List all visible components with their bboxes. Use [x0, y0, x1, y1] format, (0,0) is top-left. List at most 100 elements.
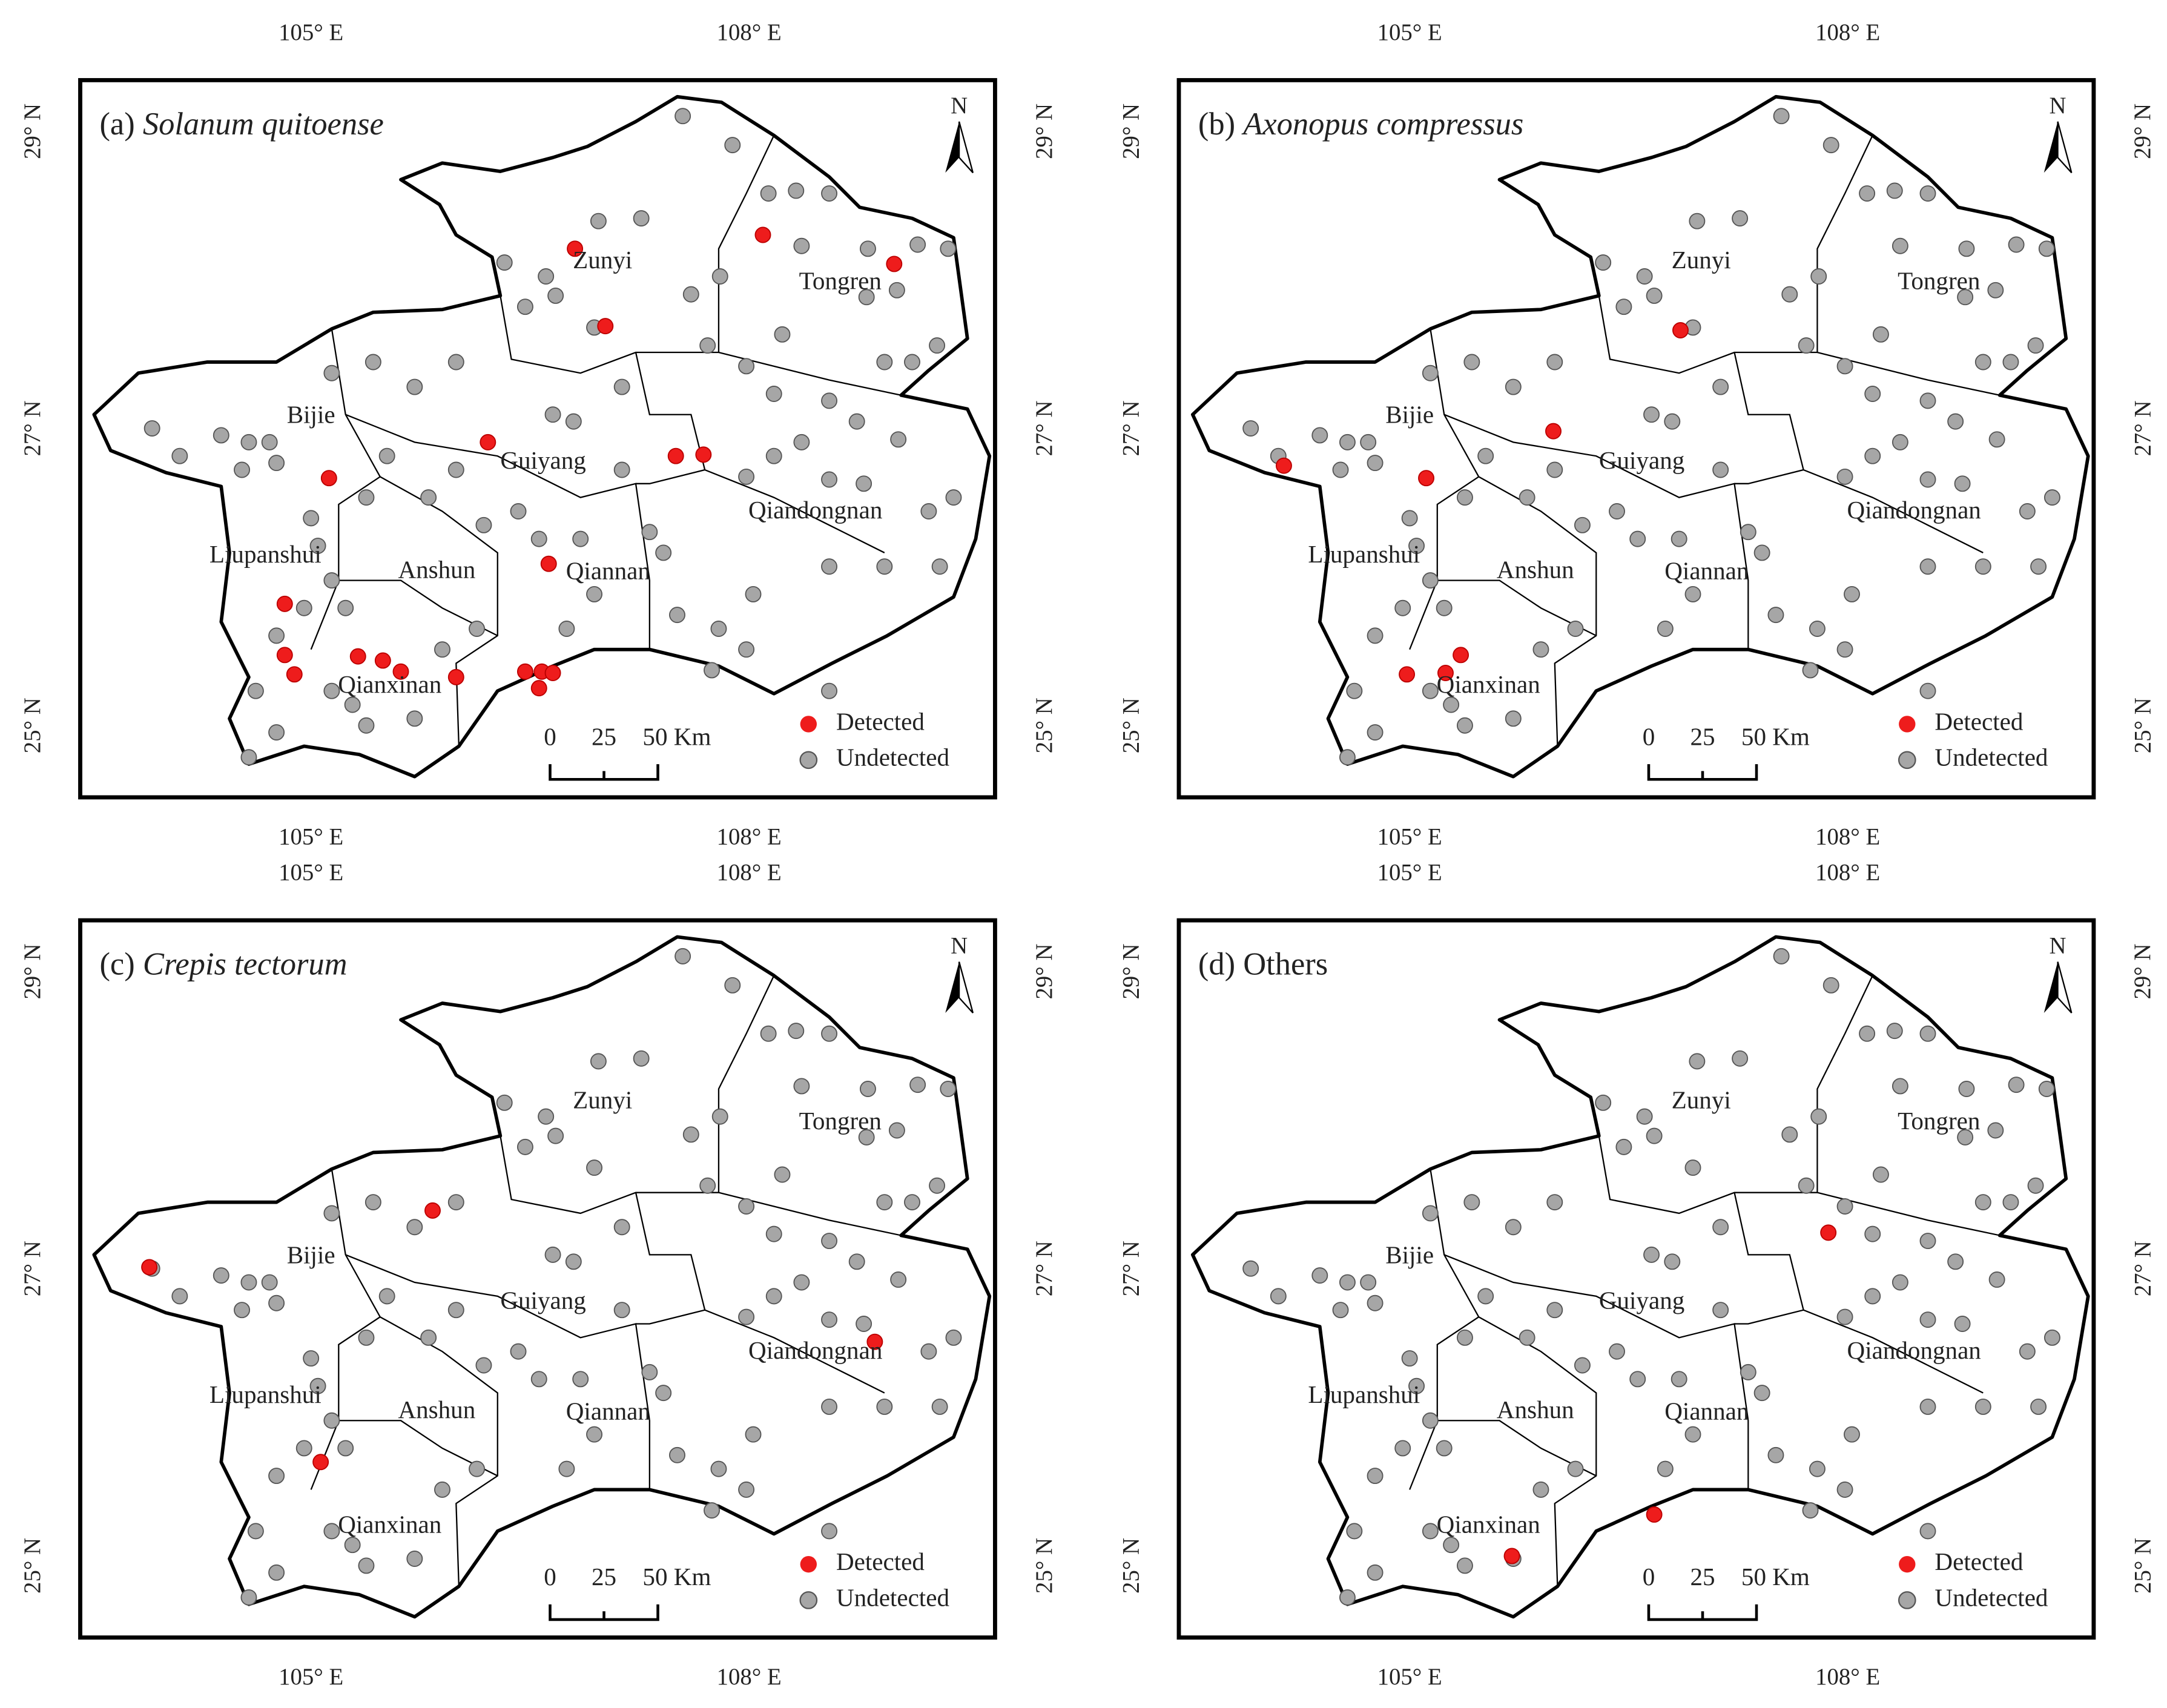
- detected-site: [597, 318, 614, 335]
- undetected-site: [1367, 1468, 1384, 1485]
- undetected-site: [2038, 1081, 2055, 1097]
- undetected-site: [1810, 1108, 1827, 1125]
- north-arrow: [945, 961, 960, 1013]
- undetected-site: [1270, 1288, 1287, 1305]
- undetected-site: [1422, 682, 1439, 699]
- prefecture-border: [1437, 1420, 1597, 1477]
- undetected-site: [760, 185, 777, 202]
- detected-site: [141, 1259, 158, 1276]
- region-label: Liupanshui: [1308, 1380, 1420, 1408]
- legend-marker: [800, 716, 817, 733]
- region-label: Tongren: [1898, 266, 1980, 294]
- map-panel: Zunyi Tongren Bijie Guiyang Qiandongnan Liupa…: [1118, 19, 2156, 849]
- region-label: Guiyang: [1599, 446, 1684, 474]
- undetected-site: [888, 1122, 905, 1139]
- undetected-site: [682, 1126, 699, 1143]
- undetected-site: [1798, 1177, 1815, 1194]
- undetected-site: [1609, 503, 1625, 519]
- undetected-site: [613, 378, 630, 395]
- undetected-site: [821, 1311, 838, 1328]
- undetected-site: [1567, 621, 1584, 637]
- undetected-site: [1864, 1225, 1881, 1242]
- undetected-site: [765, 447, 782, 464]
- undetected-site: [1546, 1302, 1563, 1319]
- panel-name: Crepis tectorum: [143, 947, 348, 982]
- north-arrow: [958, 961, 974, 1014]
- undetected-site: [295, 599, 312, 616]
- north-arrow: [2057, 961, 2073, 1014]
- undetected-site: [344, 696, 361, 713]
- detected-site: [276, 595, 293, 612]
- undetected-site: [1892, 1274, 1908, 1291]
- undetected-site: [848, 1253, 865, 1270]
- undetected-site: [1987, 1122, 2004, 1139]
- undetected-site: [538, 1108, 555, 1125]
- region-label: Guiyang: [500, 1287, 585, 1314]
- undetected-site: [234, 461, 251, 478]
- undetected-site: [821, 1233, 838, 1250]
- undetected-site: [641, 524, 658, 541]
- undetected-site: [793, 1078, 810, 1095]
- lon-label: 105° E: [279, 860, 343, 886]
- undetected-site: [323, 572, 340, 589]
- undetected-site: [268, 1468, 285, 1485]
- map-panel: Zunyi Tongren Bijie Guiyang Qiandongnan Liupa…: [19, 19, 1057, 849]
- north-label: N: [951, 933, 968, 959]
- undetected-site: [1684, 1426, 1701, 1443]
- undetected-site: [558, 621, 575, 637]
- province-outline: [1190, 935, 2090, 1619]
- undetected-site: [1367, 1294, 1384, 1311]
- prefecture-border: [500, 295, 902, 396]
- undetected-site: [268, 455, 285, 472]
- prefecture-border: [310, 1169, 381, 1490]
- undetected-site: [447, 1194, 464, 1211]
- undetected-site: [1919, 185, 1936, 202]
- lat-label: 25° N: [2129, 697, 2155, 753]
- undetected-site: [940, 1081, 957, 1097]
- undetected-site: [1311, 427, 1328, 444]
- detected-site: [349, 648, 366, 665]
- province-outline: [92, 935, 992, 1619]
- undetected-site: [1919, 682, 1936, 699]
- lat-label: 27° N: [1118, 401, 1144, 457]
- undetected-site: [1892, 237, 1908, 254]
- scale-bar: [1647, 1604, 1758, 1621]
- panel-title: (b) Axonopus compressus: [1198, 107, 1523, 142]
- undetected-site: [447, 354, 464, 371]
- undetected-site: [669, 607, 685, 624]
- legend-marker: [800, 1555, 817, 1573]
- undetected-site: [547, 287, 564, 304]
- prefecture-border: [380, 1316, 498, 1587]
- legend-label: Undetected: [836, 1583, 949, 1611]
- undetected-site: [2043, 1329, 2060, 1346]
- prefecture-border: [1478, 1316, 1597, 1587]
- undetected-site: [469, 1460, 486, 1477]
- undetected-site: [469, 621, 486, 637]
- region-label: Guiyang: [500, 446, 585, 474]
- undetected-site: [475, 516, 492, 533]
- undetected-site: [710, 1460, 727, 1477]
- undetected-site: [745, 1426, 762, 1443]
- undetected-site: [323, 682, 340, 699]
- undetected-site: [821, 1523, 838, 1540]
- panel-label: (c): [99, 947, 134, 982]
- undetected-site: [858, 289, 875, 306]
- undetected-site: [247, 1523, 264, 1540]
- panel-title: (d) Others: [1198, 947, 1328, 982]
- undetected-site: [724, 977, 741, 994]
- undetected-site: [1919, 1233, 1936, 1250]
- undetected-site: [738, 468, 755, 485]
- undetected-site: [1844, 585, 1860, 602]
- undetected-site: [1456, 717, 1473, 734]
- undetected-site: [774, 326, 791, 343]
- region-label: Zunyi: [1672, 1086, 1731, 1114]
- undetected-site: [1919, 1523, 1936, 1540]
- undetected-site: [358, 717, 375, 734]
- undetected-site: [1859, 185, 1876, 202]
- undetected-site: [1836, 1198, 1853, 1215]
- prefecture-border: [1734, 469, 1804, 484]
- region-label: Guiyang: [1599, 1287, 1684, 1314]
- undetected-site: [821, 682, 838, 699]
- undetected-site: [1810, 268, 1827, 285]
